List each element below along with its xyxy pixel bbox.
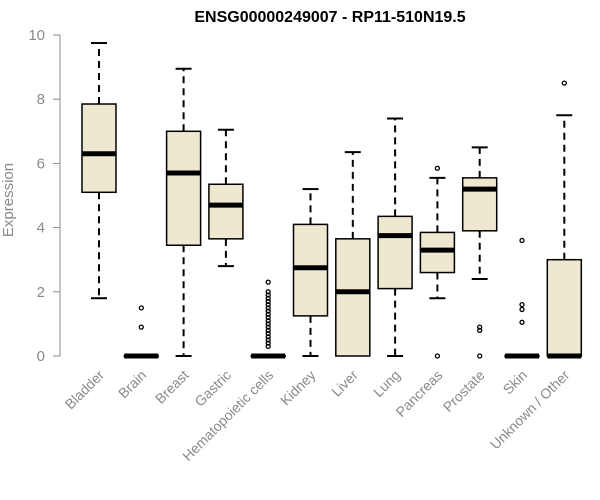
outlier-point — [561, 80, 567, 86]
y-tick-label: 4 — [37, 220, 45, 237]
outlier-point — [265, 292, 271, 298]
outlier-point — [434, 165, 441, 171]
category-label: Liver — [328, 367, 361, 400]
outlier-point — [265, 321, 271, 327]
box-3 — [165, 67, 202, 357]
category-label: Kidney — [277, 367, 319, 409]
box-7 — [335, 151, 371, 357]
outlier-point — [265, 343, 271, 350]
category-label: Prostate — [440, 367, 488, 415]
category-label: Brain — [115, 367, 149, 401]
outlier-point — [265, 334, 271, 340]
outlier-point — [477, 353, 483, 359]
chart-title: ENSG00000249007 - RP11-510N19.5 — [194, 9, 465, 26]
outlier-point — [265, 324, 271, 330]
outlier-point — [265, 337, 271, 343]
box-iqr — [461, 177, 498, 232]
outlier-point — [477, 324, 483, 330]
box-iqr — [165, 130, 202, 247]
category-label: Skin — [500, 367, 531, 398]
outlier-point — [434, 353, 441, 359]
box-5 — [250, 279, 286, 359]
outlier-point — [265, 314, 271, 321]
outlier-point — [265, 330, 271, 337]
outlier-point — [519, 319, 525, 325]
category-label: Lung — [370, 367, 403, 400]
box-iqr — [335, 238, 371, 357]
outlier-point — [265, 301, 271, 308]
box-9 — [419, 165, 456, 359]
boxes-group — [81, 42, 583, 359]
outlier-point — [519, 301, 525, 308]
outlier-point — [477, 327, 483, 333]
outlier-point — [265, 279, 271, 285]
y-tick-label: 10 — [28, 27, 45, 44]
y-tick-label: 2 — [37, 284, 45, 301]
outlier-point — [265, 298, 271, 305]
outlier-point — [265, 340, 271, 346]
outlier-point — [265, 311, 271, 317]
box-iqr — [546, 258, 583, 357]
category-label: Bladder — [62, 367, 108, 413]
outlier-point — [265, 318, 271, 324]
category-label: Unknown / Other — [487, 367, 573, 453]
y-axis-label: Expression — [0, 163, 17, 237]
box-4 — [208, 128, 244, 268]
outlier-point — [265, 327, 271, 333]
box-iqr — [208, 183, 244, 240]
outlier-point — [138, 324, 144, 330]
box-8 — [377, 117, 413, 357]
outlier-point — [138, 305, 144, 311]
box-iqr — [377, 215, 413, 290]
y-axis: 0 2 4 6 8 10 — [28, 27, 61, 365]
outlier-point — [265, 305, 271, 311]
category-label: Breast — [152, 367, 192, 407]
box-2 — [123, 305, 160, 359]
outlier-point — [265, 295, 271, 301]
box-iqr — [81, 103, 117, 194]
outlier-point — [265, 308, 271, 314]
y-tick-label: 6 — [37, 155, 45, 172]
box-11 — [504, 237, 540, 359]
y-tick-label: 0 — [37, 348, 45, 365]
outlier-point — [519, 306, 525, 313]
box-1 — [81, 42, 117, 300]
outlier-point — [265, 289, 271, 295]
category-label: Pancreas — [392, 367, 445, 420]
outlier-point — [519, 237, 525, 244]
box-10 — [461, 146, 498, 359]
y-tick-label: 8 — [37, 91, 45, 108]
box-12 — [546, 80, 583, 359]
box-6 — [292, 188, 329, 357]
